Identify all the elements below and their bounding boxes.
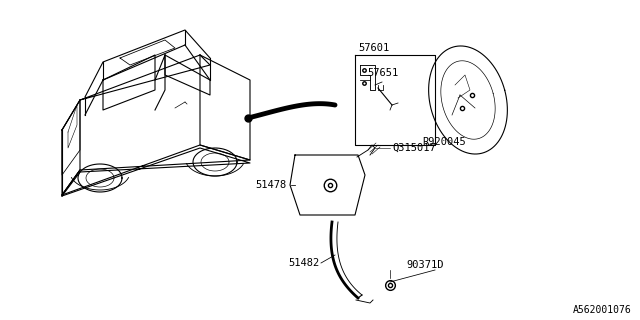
Text: 57651: 57651 xyxy=(367,68,398,78)
Text: 51478: 51478 xyxy=(255,180,286,190)
Text: R920045: R920045 xyxy=(422,137,466,147)
Text: 90371D: 90371D xyxy=(406,260,444,270)
Text: A562001076: A562001076 xyxy=(573,305,632,315)
Text: 57601: 57601 xyxy=(358,43,389,53)
Text: Q315017: Q315017 xyxy=(392,143,436,153)
Text: 51482: 51482 xyxy=(288,258,319,268)
